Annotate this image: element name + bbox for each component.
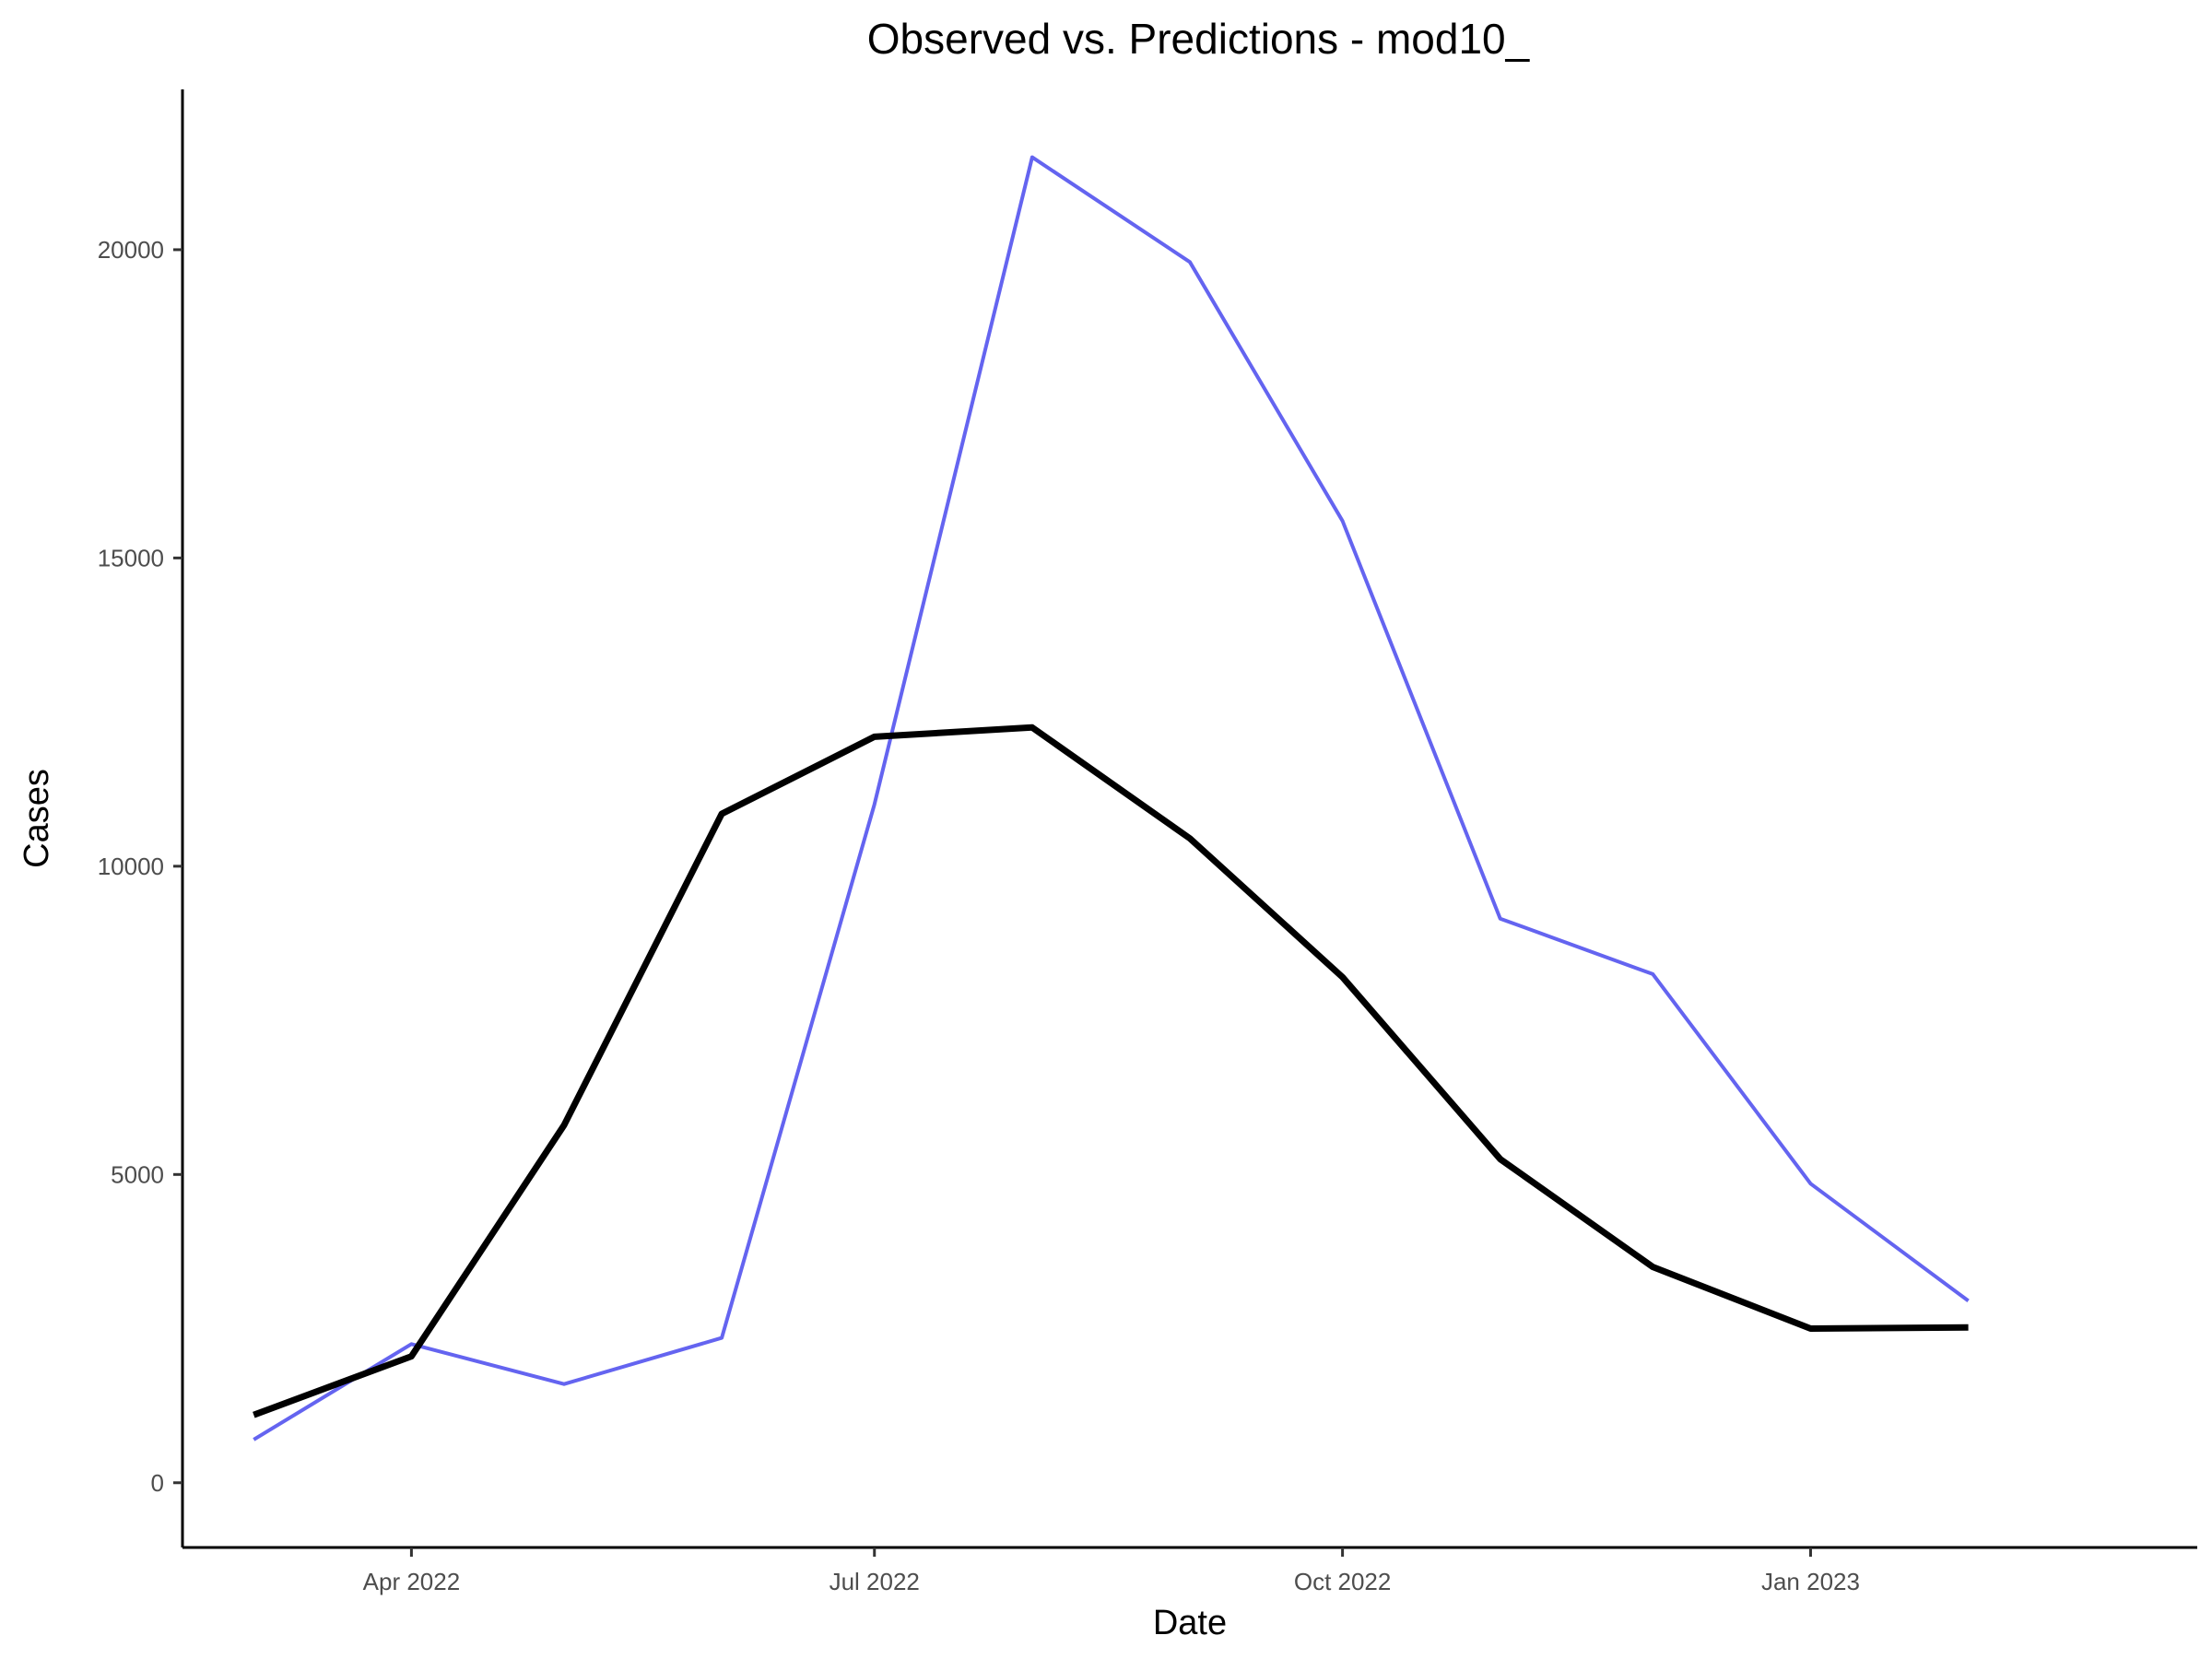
y-tick-label: 15000 <box>98 544 164 571</box>
x-tick-label: Oct 2022 <box>1294 1568 1392 1595</box>
x-tick-label: Jul 2022 <box>830 1568 920 1595</box>
x-axis-ticks: Apr 2022 Jul 2022 Oct 2022 Jan 2023 <box>363 1547 1860 1595</box>
y-tick-label: 10000 <box>98 853 164 880</box>
series-line-1 <box>253 155 1970 1441</box>
chart-title: Observed vs. Predictions - mod10_ <box>867 15 1531 63</box>
x-tick-label: Apr 2022 <box>363 1568 461 1595</box>
plot-series-group <box>253 155 1970 1441</box>
y-tick-label: 5000 <box>111 1160 164 1188</box>
x-tick-label: Jan 2023 <box>1761 1568 1860 1595</box>
y-axis-ticks: 0 5000 10000 15000 20000 <box>98 236 182 1497</box>
y-tick-label: 20000 <box>98 236 164 264</box>
x-axis-title: Date <box>1153 1604 1227 1642</box>
y-axis-title: Cases <box>18 769 56 868</box>
series-line-2 <box>253 724 1969 1418</box>
y-tick-label: 0 <box>151 1469 164 1497</box>
